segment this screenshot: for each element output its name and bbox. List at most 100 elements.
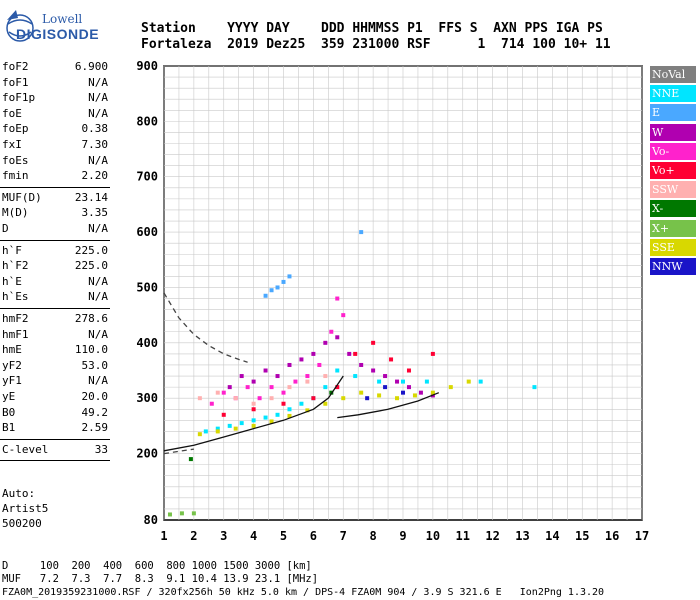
data-point-sse (359, 390, 364, 395)
x-tick-label: 5 (280, 529, 287, 543)
data-point-w (406, 385, 411, 390)
data-point-w (359, 362, 364, 367)
data-point-w (335, 335, 340, 340)
y-tick-label: 300 (136, 391, 158, 405)
param-name: fxI (2, 138, 22, 151)
data-point-vo (353, 351, 358, 356)
x-tick-label: 15 (575, 529, 589, 543)
data-point-sse (448, 385, 453, 390)
data-point-nne (335, 368, 340, 373)
param-name: foE (2, 106, 22, 120)
param-value: N/A (88, 327, 108, 341)
data-point-sse (251, 423, 256, 428)
data-point-sse (287, 413, 292, 418)
data-point-ssw (323, 374, 328, 379)
param-row: hmE 110.0 (2, 343, 108, 357)
data-point-vo (317, 362, 322, 367)
param-row: hmF2 278.6 (2, 312, 108, 326)
param-value: 7.30 (81, 138, 109, 151)
data-point-vo (305, 374, 310, 379)
param-row: fmin 2.20 (2, 169, 108, 183)
data-point-vo (257, 396, 262, 401)
header-row1: Station YYYY DAY DDD HHMMSS P1 FFS S AXN… (141, 21, 603, 36)
data-point-vo (251, 407, 256, 412)
param-name: foEs (2, 153, 29, 167)
legend-item-nnw: NNW (650, 258, 696, 275)
param-divider (0, 438, 110, 440)
param-value: 2.59 (81, 421, 109, 435)
data-point-vo (335, 385, 340, 390)
param-value: N/A (88, 153, 108, 167)
data-point-w (347, 351, 352, 356)
lowell-digisonde-logo: Lowell DIGISONDE (4, 6, 124, 50)
data-point-x (179, 511, 184, 516)
curve-upper-dashed (163, 292, 248, 363)
footer-muf-row: MUF 7.2 7.3 7.7 8.3 9.1 10.4 13.9 23.1 [… (2, 573, 319, 585)
data-point-nnw (383, 385, 388, 390)
param-name: D (2, 222, 9, 235)
param-row: MUF(D) 23.14 (2, 191, 108, 205)
logo-line2: DIGISONDE (16, 26, 100, 42)
param-row: foE N/A (2, 107, 108, 121)
curve-trace (163, 375, 344, 452)
y-tick-label: 400 (136, 336, 158, 350)
param-value: N/A (88, 374, 108, 388)
param-row: yF2 53.0 (2, 359, 108, 373)
data-point-vo (341, 313, 346, 318)
data-point-sse (430, 390, 435, 395)
param-value: N/A (88, 106, 108, 120)
param-value: N/A (88, 274, 108, 288)
param-name: hmF2 (2, 312, 29, 325)
data-point-nne (287, 407, 292, 412)
data-point-w (371, 368, 376, 373)
auto-label: Auto: (2, 487, 36, 500)
param-value: 53.0 (81, 358, 109, 372)
param-row: foEs N/A (2, 154, 108, 168)
data-point-ssw (197, 396, 202, 401)
data-point-w (299, 357, 304, 362)
param-row: hmF1 N/A (2, 328, 108, 342)
param-name: foF2 (2, 60, 29, 73)
data-point-w (383, 374, 388, 379)
param-value: 225.0 (74, 259, 108, 273)
data-point-vo (245, 385, 250, 390)
data-point-w (287, 362, 292, 367)
data-point-w (251, 379, 256, 384)
y-tick-label: 900 (136, 59, 158, 73)
data-point-e (359, 230, 364, 235)
data-point-ssw (305, 379, 310, 384)
param-value: 2.20 (81, 169, 109, 183)
data-point-w (263, 368, 268, 373)
param-row: foF2 6.900 (2, 60, 108, 74)
y-tick-label: 800 (136, 114, 158, 128)
data-point-w (311, 351, 316, 356)
data-point-sse (269, 419, 274, 424)
param-row: h`F2 225.0 (2, 259, 108, 273)
data-point-nne (532, 385, 537, 390)
x-tick-label: 3 (220, 529, 227, 543)
param-divider (0, 239, 110, 241)
curve-bottomline (337, 392, 440, 419)
legend-item-w: W (650, 123, 696, 141)
param-value: 110.0 (74, 343, 108, 357)
data-point-nne (227, 423, 232, 428)
data-point-vo (281, 390, 286, 395)
x-tick-label: 12 (485, 529, 499, 543)
data-point-nne (251, 418, 256, 423)
ionogram-chart: 1 2 3 4 5 6 7 8 9 10 11 12 13 14 15 16 17802003004005006… (136, 59, 649, 543)
param-name: hmE (2, 343, 22, 357)
data-point-nne (203, 429, 208, 434)
param-divider (0, 186, 110, 188)
data-point-sse (323, 401, 328, 406)
param-name: C-level (2, 442, 49, 456)
data-point-vo (221, 390, 226, 395)
data-point-e (275, 285, 280, 290)
data-point-vo (335, 296, 340, 301)
param-row: h`Es N/A (2, 290, 108, 304)
x-tick-label: 2 (190, 529, 197, 543)
data-point-vo (389, 357, 394, 362)
data-point-x (188, 457, 193, 462)
legend-item-e: E (650, 104, 696, 122)
legend-item-nne: NNE (650, 85, 696, 103)
param-name: MUF(D) (2, 190, 42, 204)
